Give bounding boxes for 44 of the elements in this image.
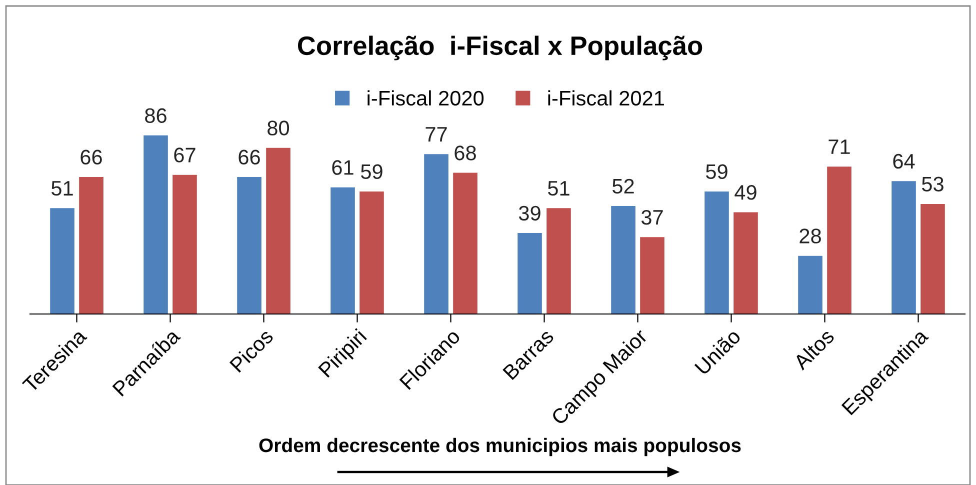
- bar: [734, 212, 758, 314]
- bar: [892, 181, 916, 314]
- data-label: 51: [548, 181, 570, 196]
- bar: [144, 135, 168, 314]
- bar: [827, 166, 852, 314]
- data-label: 49: [734, 185, 756, 200]
- bar: [798, 256, 822, 314]
- bar: [79, 176, 104, 314]
- data-label: 59: [706, 164, 728, 180]
- data-label: 28: [800, 228, 821, 244]
- data-label: 52: [612, 178, 634, 194]
- data-label: 68: [454, 146, 476, 160]
- x-axis-title: Ordem decrescente dos municipios mais populosos: [259, 438, 741, 456]
- data-label: 64: [893, 154, 915, 169]
- data-label: 53: [922, 176, 944, 192]
- bar: [50, 208, 74, 314]
- legend-label: i-Fiscal 2021: [548, 90, 664, 106]
- data-label: 86: [145, 108, 166, 123]
- bar: [237, 176, 262, 314]
- bar: [518, 233, 542, 314]
- data-label: 37: [641, 210, 663, 225]
- bar: [453, 172, 478, 314]
- data-label: 67: [174, 148, 196, 162]
- data-label: 39: [518, 206, 540, 221]
- data-label: 80: [268, 120, 290, 136]
- bar: [546, 208, 571, 314]
- legend-label: i-Fiscal 2020: [368, 90, 484, 106]
- chart-title: Correlação i-Fiscal x População: [298, 36, 702, 60]
- data-label: 71: [828, 140, 850, 154]
- data-label: 66: [80, 150, 102, 165]
- bar: [704, 191, 729, 314]
- bar: [360, 191, 384, 314]
- bar: [640, 237, 664, 314]
- data-label: 77: [426, 127, 447, 142]
- bar: [424, 154, 448, 314]
- data-label: 51: [52, 181, 73, 196]
- bar: [266, 148, 290, 314]
- bar: [330, 187, 355, 314]
- bar: [172, 174, 197, 314]
- bar: [611, 206, 636, 314]
- data-label: 61: [332, 160, 354, 175]
- data-label: 59: [360, 164, 382, 180]
- data-label: 66: [238, 150, 260, 165]
- bar: [920, 204, 945, 314]
